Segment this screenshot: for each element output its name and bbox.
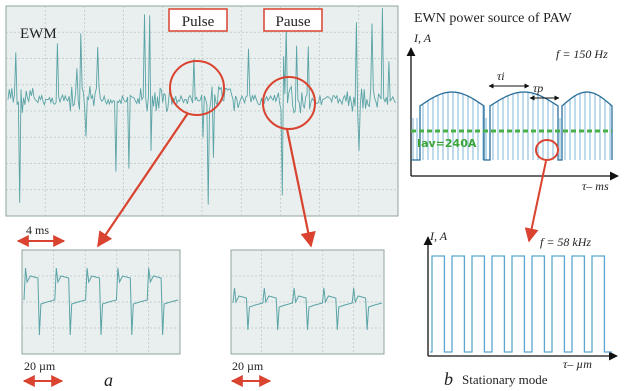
pulse-zoom-arrow <box>97 112 189 248</box>
pause-callout-circle <box>262 76 316 130</box>
zoom-scope-pause <box>230 249 385 355</box>
top-x-axis-label: τ– ms <box>582 179 609 193</box>
zoom-pulse-grid <box>22 250 180 354</box>
pause-label-box <box>263 8 323 32</box>
top-chart <box>406 47 619 181</box>
bottom-y-axis-label: I, A <box>429 229 448 243</box>
zoom-pause-trace <box>232 287 383 331</box>
zoom-callout-circle <box>535 139 559 161</box>
bottom-chart <box>423 236 618 361</box>
top-y-axis-label: I, A <box>413 31 432 45</box>
caption-a: a <box>104 370 113 390</box>
bottom-freq-label: f = 58 kHz <box>540 235 591 249</box>
panel-b-title: EWN power source of PAW <box>414 11 573 26</box>
time-scale-label: 4 ms <box>26 223 49 237</box>
pulse-label-box <box>168 8 228 32</box>
pause-label: Pause <box>276 14 311 30</box>
ewm-label: EWM <box>20 26 57 42</box>
bottom-x-axis-label: τ– µm <box>563 357 592 371</box>
top-waveform-outline <box>411 91 613 161</box>
zoom-scope-pulse <box>21 249 181 355</box>
pulse-label: Pulse <box>182 14 215 30</box>
zoom-scale-right-label: 20 µm <box>232 359 264 373</box>
main-current-trace <box>7 7 396 205</box>
top-freq-label: f = 150 Hz <box>556 47 608 61</box>
stationary-zoom-arrow <box>524 160 547 243</box>
pulse-callout-circle <box>169 60 225 116</box>
pause-zoom-arrow <box>285 128 316 248</box>
main-oscilloscope <box>5 5 399 217</box>
stationary-mode-label: Stationary mode <box>462 372 548 387</box>
tau-i-label: τi <box>497 69 505 83</box>
tau-p-label: τp <box>533 81 543 95</box>
zoom-pulse-trace <box>23 267 179 336</box>
caption-b: b <box>444 369 453 389</box>
zoom-scale-left-label: 20 µm <box>24 359 56 373</box>
average-current-label: Iav=240A <box>417 137 477 150</box>
bottom-square-wave <box>430 255 612 353</box>
